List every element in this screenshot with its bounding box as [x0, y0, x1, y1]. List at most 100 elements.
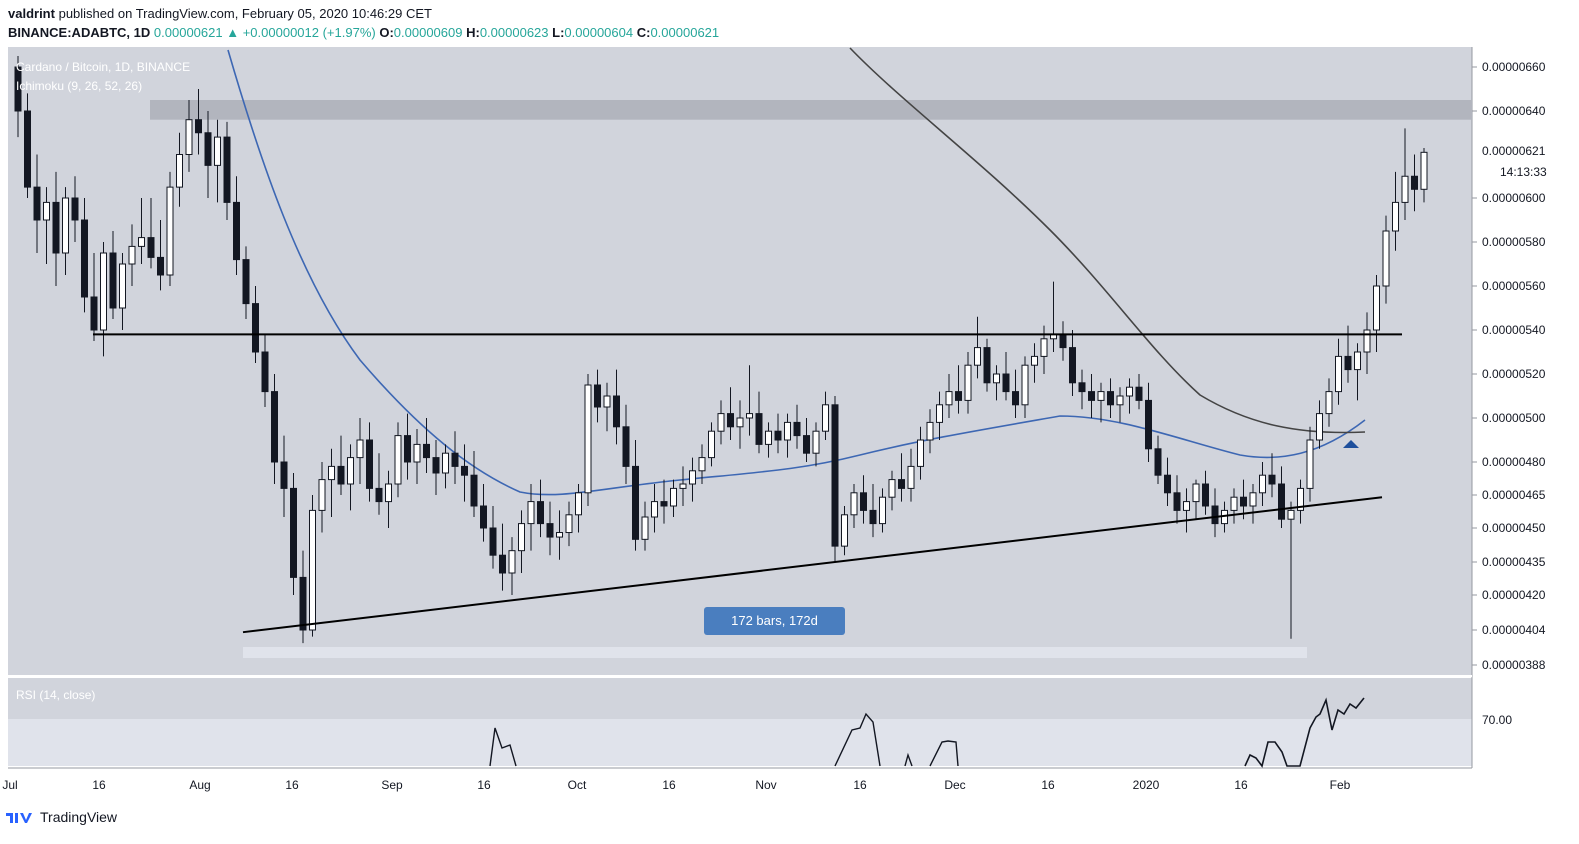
- candle-body: [888, 479, 896, 498]
- price-tick-label: 0.00000600: [1482, 191, 1546, 205]
- candle-body: [1021, 364, 1029, 406]
- candle-body: [1306, 439, 1314, 489]
- candle-body: [1173, 492, 1181, 511]
- time-tick-label: 16: [1234, 778, 1248, 792]
- candle-body: [261, 351, 269, 393]
- candle-body: [223, 136, 231, 203]
- price-tick-label: 0.00000435: [1482, 555, 1546, 569]
- candle-body: [24, 110, 31, 188]
- candle-body: [670, 487, 677, 507]
- last-price-tag-text: 0.00000621: [1482, 144, 1546, 158]
- close-label: C:: [636, 25, 651, 40]
- time-tick-label: Sep: [381, 778, 403, 792]
- time-tick-label: Feb: [1330, 778, 1351, 792]
- candle-body: [689, 470, 696, 485]
- candle-body: [698, 457, 706, 472]
- time-tick-label: 2020: [1133, 778, 1160, 792]
- candle-body: [195, 119, 202, 134]
- candle-body: [1335, 355, 1342, 393]
- time-tick-label: Nov: [755, 778, 776, 792]
- candle-body: [1401, 175, 1409, 203]
- candle-body: [233, 201, 240, 261]
- candle-body: [1002, 373, 1010, 393]
- candle-body: [52, 201, 60, 254]
- trendline-layer: [93, 333, 1402, 634]
- candle-body: [1192, 483, 1200, 503]
- candle-body: [1278, 483, 1285, 520]
- candle-body: [489, 527, 497, 556]
- candle-body: [869, 509, 877, 525]
- candle-body: [318, 479, 326, 511]
- candle-body: [556, 532, 563, 538]
- time-tick-label: 16: [285, 778, 299, 792]
- publish-info: published on TradingView.com, February 0…: [58, 6, 432, 21]
- candle-body: [651, 501, 658, 518]
- candle-body: [423, 443, 430, 459]
- candle-body: [945, 391, 953, 406]
- candle-body: [1183, 501, 1190, 511]
- candle-body: [499, 554, 506, 574]
- footer-brand: TradingView: [40, 809, 118, 825]
- candle-body: [755, 413, 763, 445]
- rsi-line-segment: [904, 752, 913, 767]
- candle-body: [1268, 474, 1276, 485]
- candle-body: [518, 523, 525, 552]
- candle-body: [1211, 505, 1219, 525]
- candle-body: [955, 391, 962, 401]
- resistance-zone: [150, 100, 1472, 120]
- last-price-tag: [1475, 142, 1558, 160]
- signal-triangle-icon: [1343, 440, 1359, 448]
- candle-body: [1116, 395, 1124, 406]
- tradingview-footer[interactable]: TradingView: [6, 808, 117, 826]
- time-tick-label: Aug: [189, 778, 210, 792]
- time-tick-label: 16: [477, 778, 491, 792]
- rsi-line-segment: [929, 740, 959, 767]
- candle-body: [166, 186, 174, 276]
- time-tick-label: Jul: [2, 778, 17, 792]
- candle-body: [850, 492, 858, 516]
- candle-body: [765, 430, 772, 445]
- time-tick-label: Oct: [568, 778, 587, 792]
- candle-body: [1382, 230, 1390, 287]
- candle-body: [1287, 509, 1295, 520]
- candle-body: [138, 237, 145, 247]
- moving-average-layer: [227, 47, 1366, 496]
- candle-body: [1088, 391, 1095, 401]
- candle-body: [679, 483, 687, 489]
- candle-body: [442, 452, 449, 474]
- time-tick-label: 16: [92, 778, 106, 792]
- candle-body: [242, 259, 250, 305]
- candle-body: [81, 219, 88, 298]
- candle-body: [128, 245, 136, 265]
- low-value: 0.00000604: [564, 25, 634, 40]
- candle-body: [907, 465, 915, 489]
- candle-body: [14, 66, 22, 112]
- price-pane[interactable]: [8, 47, 1472, 676]
- close-value: 0.00000621: [650, 25, 720, 40]
- candle-body: [1031, 355, 1038, 366]
- candle-body: [432, 457, 440, 474]
- candle-body: [109, 252, 117, 309]
- candle-body: [974, 347, 981, 366]
- candle-body: [290, 487, 297, 578]
- candle-body: [1078, 382, 1086, 393]
- time-tick-label: 16: [662, 778, 676, 792]
- candle-body: [565, 514, 573, 534]
- candle-body: [185, 119, 193, 155]
- candle-body: [1392, 201, 1399, 232]
- low-label: L:: [552, 25, 565, 40]
- price-tick-label: 0.00000560: [1482, 279, 1546, 293]
- legend-indicator: Ichimoku (9, 26, 52, 26): [16, 79, 142, 93]
- time-tick-label: 16: [853, 778, 867, 792]
- rsi-line-segment: [834, 712, 881, 767]
- candle-body: [1230, 496, 1238, 511]
- candle-body: [90, 296, 98, 331]
- candle-body: [860, 492, 867, 511]
- candle-body: [375, 487, 383, 503]
- measure-range: [243, 647, 1307, 658]
- candle-body: [1135, 386, 1143, 401]
- candle-body: [812, 430, 820, 454]
- rsi-layer: [489, 697, 1365, 768]
- candle-body: [632, 465, 639, 540]
